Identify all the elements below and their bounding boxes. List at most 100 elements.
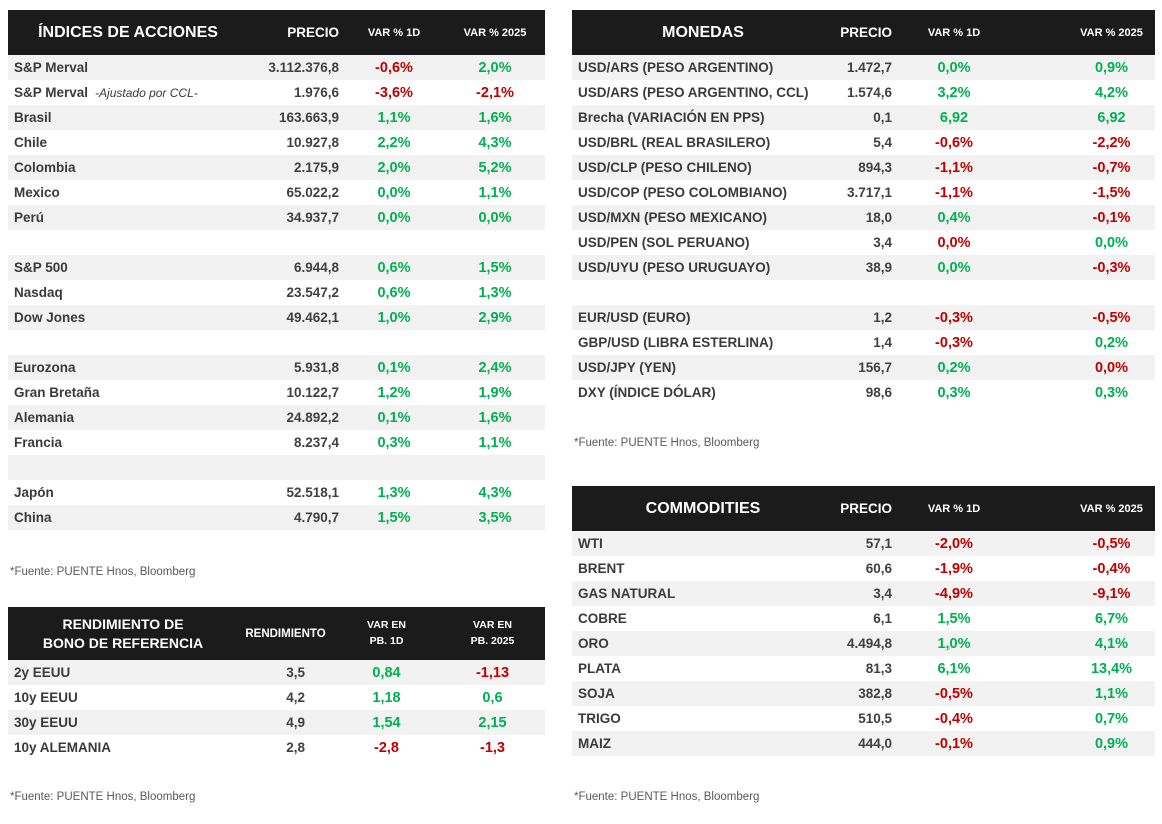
instrument-label-text: Brecha (VARIACIÓN EN PPS) xyxy=(578,110,765,125)
price-value: 5.931,8 xyxy=(293,360,339,375)
var-2025-value: 2,0% xyxy=(478,59,512,76)
instrument-label: TRIGO xyxy=(572,711,834,726)
instrument-label: GBP/USD (LIBRA ESTERLINA) xyxy=(572,335,834,350)
price-value: 65.022,2 xyxy=(286,185,339,200)
var-1d-value: 2,0% xyxy=(377,159,411,176)
instrument-label-text: 2y EEUU xyxy=(14,665,71,680)
instrument-label-text: USD/JPY (YEN) xyxy=(578,360,677,375)
table-row: Chile 10.927,8 2,2% 4,3% xyxy=(8,130,545,155)
price-value: 10.122,7 xyxy=(286,385,339,400)
table-row: TRIGO 510,5 -0,4% 0,7% xyxy=(572,706,1155,731)
var-1d-value: 0,6% xyxy=(377,284,411,301)
var-1d-value: -2,8 xyxy=(374,739,399,756)
var-1d-value: -0,6% xyxy=(375,59,413,76)
var-2025-value: -0,5% xyxy=(1092,535,1131,552)
price-value: 3,4 xyxy=(873,586,892,601)
instrument-label-text: S&P Merval xyxy=(14,85,89,100)
var-2025-value: 1,6% xyxy=(478,109,512,126)
instrument-label: S&P Merval -Ajustado por CCL- xyxy=(8,85,248,100)
instrument-label: DXY (ÍNDICE DÓLAR) xyxy=(572,385,834,400)
instrument-label-text: Mexico xyxy=(14,185,60,200)
instrument-label-text: WTI xyxy=(578,536,603,551)
var-1d-value: 0,84 xyxy=(372,664,401,681)
table-title-line1: RENDIMIENTO DE xyxy=(62,615,184,632)
table-row: Japón 52.518,1 1,3% 4,3% xyxy=(8,480,545,505)
var-2025-value: 1,5% xyxy=(478,259,512,276)
instrument-label-text: USD/ARS (PESO ARGENTINO, CCL) xyxy=(578,85,809,100)
price-value: 2.175,9 xyxy=(293,160,339,175)
table-row: USD/JPY (YEN) 156,7 0,2% 0,0% xyxy=(572,355,1155,380)
price-value: 0,1 xyxy=(873,110,892,125)
bonos-table: RENDIMIENTO DE BONO DE REFERENCIA RENDIM… xyxy=(8,607,545,760)
table-row: Brecha (VARIACIÓN EN PPS) 0,1 6,92 6,92 xyxy=(572,105,1155,130)
var-2025-value: 0,7% xyxy=(1094,710,1129,727)
var-2025-value: -0,4% xyxy=(1092,560,1131,577)
var-1d-value: 0,0% xyxy=(937,234,971,251)
table-title: RENDIMIENTO DE BONO DE REFERENCIA xyxy=(8,615,238,653)
instrument-label-text: COBRE xyxy=(578,611,627,626)
var-1d-value: 1,18 xyxy=(372,689,401,706)
price-value: 6.944,8 xyxy=(293,260,339,275)
instrument-label: Eurozona xyxy=(8,360,248,375)
indices-table-header: ÍNDICES DE ACCIONES PRECIO VAR % 1D VAR … xyxy=(8,10,545,55)
table-row: Eurozona 5.931,8 0,1% 2,4% xyxy=(8,355,545,380)
source-note: *Fuente: PUENTE Hnos, Bloomberg xyxy=(10,566,196,578)
commodities-table-body: WTI 57,1 -2,0% -0,5% BRENT 60,6 -1,9% -0,4% GAS … xyxy=(572,531,1155,756)
price-value: 23.547,2 xyxy=(286,285,339,300)
var-1d-value: -0,6% xyxy=(935,134,973,151)
table-row: WTI 57,1 -2,0% -0,5% xyxy=(572,531,1155,556)
table-row: DXY (ÍNDICE DÓLAR) 98,6 0,3% 0,3% xyxy=(572,380,1155,405)
instrument-label: USD/JPY (YEN) xyxy=(572,360,834,375)
var-1d-value: -0,1% xyxy=(935,735,973,752)
table-row: Perú 34.937,7 0,0% 0,0% xyxy=(8,205,545,230)
table-row: USD/UYU (PESO URUGUAYO) 38,9 0,0% -0,3% xyxy=(572,255,1155,280)
table-row: COBRE 6,1 1,5% 6,7% xyxy=(572,606,1155,631)
instrument-label-text: USD/ARS (PESO ARGENTINO) xyxy=(578,60,774,75)
price-value: 5,4 xyxy=(873,135,892,150)
var-1d-value: -1,9% xyxy=(935,560,973,577)
var-2025-value: -2,2% xyxy=(1092,134,1131,151)
var-2025-value: 2,4% xyxy=(478,359,512,376)
table-row: MAIZ 444,0 -0,1% 0,9% xyxy=(572,731,1155,756)
instrument-label: S&P 500 xyxy=(8,260,248,275)
table-row: USD/COP (PESO COLOMBIANO) 3.717,1 -1,1% -1,… xyxy=(572,180,1155,205)
instrument-label-text: USD/PEN (SOL PERUANO) xyxy=(578,235,750,250)
var-1d-value: -3,6% xyxy=(375,84,413,101)
var-2025-value: -9,1% xyxy=(1092,585,1131,602)
price-value: 3.112.376,8 xyxy=(268,60,339,75)
instrument-label: Alemania xyxy=(8,410,248,425)
var-2025-value: 2,9% xyxy=(478,309,512,326)
instrument-label: USD/MXN (PESO MEXICANO) xyxy=(572,210,834,225)
instrument-label-text: China xyxy=(14,510,52,525)
instrument-label-text: USD/MXN (PESO MEXICANO) xyxy=(578,210,768,225)
var-2025-value: 0,9% xyxy=(1094,735,1129,752)
instrument-label-text: Gran Bretaña xyxy=(14,385,100,400)
var-2025-value: 4,1% xyxy=(1094,635,1129,652)
price-value: 894,3 xyxy=(858,160,892,175)
var-2025-value: 0,9% xyxy=(1094,59,1129,76)
spacer-row xyxy=(8,455,545,480)
indices-table-body: S&P Merval 3.112.376,8 -0,6% 2,0% S&P Merval… xyxy=(8,55,545,530)
price-value: 38,9 xyxy=(865,260,892,275)
instrument-label: Mexico xyxy=(8,185,248,200)
price-value: 3,5 xyxy=(286,665,305,680)
instrument-label: 30y EEUU xyxy=(8,715,238,730)
instrument-label: 2y EEUU xyxy=(8,665,238,680)
var-1d-value: 3,2% xyxy=(937,84,971,101)
instrument-label: USD/BRL (REAL BRASILERO) xyxy=(572,135,834,150)
var-2025-value: 0,0% xyxy=(478,209,512,226)
var-2025-value: 4,3% xyxy=(478,134,512,151)
price-value: 510,5 xyxy=(858,711,892,726)
var-2025-value: 4,2% xyxy=(1094,84,1129,101)
var-2025-value: 1,9% xyxy=(478,384,512,401)
instrument-label: USD/COP (PESO COLOMBIANO) xyxy=(572,185,834,200)
price-value: 81,3 xyxy=(865,661,892,676)
instrument-label-text: BRENT xyxy=(578,561,625,576)
var-1d-value: 1,5% xyxy=(377,509,411,526)
instrument-label-text: USD/CLP (PESO CHILENO) xyxy=(578,160,752,175)
var-1d-value: -2,0% xyxy=(935,535,973,552)
instrument-label-text: S&P 500 xyxy=(14,260,68,275)
table-row: USD/BRL (REAL BRASILERO) 5,4 -0,6% -2,2% xyxy=(572,130,1155,155)
var-1d-value: -0,5% xyxy=(935,685,973,702)
var-2025-value: 13,4% xyxy=(1090,660,1133,677)
